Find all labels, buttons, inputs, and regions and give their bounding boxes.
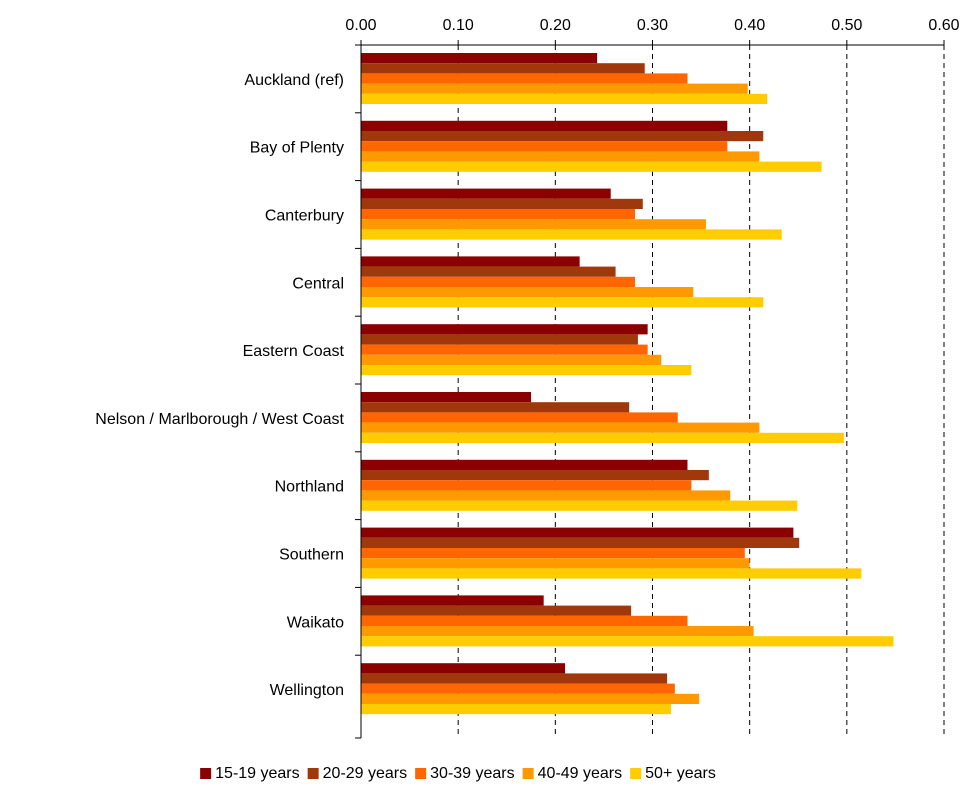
x-tick-label: 0.30 — [637, 17, 668, 34]
category-label: Eastern Coast — [243, 343, 345, 360]
bars — [361, 53, 894, 715]
bar-4-6 — [361, 422, 760, 433]
bar-4-5 — [361, 354, 662, 365]
bar-4-10 — [361, 693, 700, 704]
bar-4-4 — [361, 287, 694, 298]
bar-2-5 — [361, 334, 638, 345]
x-tick-label: 0.00 — [345, 17, 376, 34]
bar-1-1 — [361, 53, 598, 64]
bar-2-1 — [361, 63, 645, 74]
bar-3-9 — [361, 615, 688, 626]
category-label: Nelson / Marlborough / West Coast — [95, 411, 344, 428]
bar-1-2 — [361, 120, 728, 131]
legend-label-4: 40-49 years — [538, 765, 623, 782]
legend-label-3: 30-39 years — [430, 765, 515, 782]
bar-4-1 — [361, 83, 748, 94]
x-tick-label: 0.10 — [443, 17, 474, 34]
bar-5-6 — [361, 432, 844, 443]
bar-2-10 — [361, 673, 668, 684]
bar-5-8 — [361, 568, 862, 579]
bar-5-4 — [361, 297, 764, 308]
x-tick-label: 0.40 — [734, 17, 765, 34]
axes: 0.00 0.10 0.20 0.30 0.40 0.50 0.60 Auckland (re… — [95, 17, 960, 739]
bar-2-4 — [361, 266, 616, 277]
bar-1-8 — [361, 527, 794, 538]
bar-1-7 — [361, 459, 688, 470]
bar-3-3 — [361, 209, 636, 220]
category-label: Canterbury — [265, 208, 344, 225]
x-tick-label: 0.20 — [540, 17, 571, 34]
bar-5-9 — [361, 636, 894, 647]
bar-4-3 — [361, 219, 706, 230]
bar-5-5 — [361, 365, 692, 376]
bar-1-10 — [361, 663, 566, 674]
bar-2-2 — [361, 131, 764, 142]
bar-1-4 — [361, 256, 580, 267]
bar-5-10 — [361, 704, 671, 715]
legend-label-5: 50+ years — [645, 765, 716, 782]
bar-5-2 — [361, 161, 822, 172]
legend-label-1: 15-19 years — [215, 765, 300, 782]
bar-3-10 — [361, 683, 675, 694]
bar-5-7 — [361, 500, 798, 511]
legend-swatch-5 — [630, 768, 642, 779]
legend-swatch-4 — [522, 768, 534, 779]
category-label: Central — [292, 275, 344, 292]
legend: 15-19 years 20-29 years 30-39 years 40-49 y… — [200, 765, 716, 782]
bar-2-8 — [361, 537, 800, 548]
category-label: Auckland (ref) — [244, 72, 344, 89]
bar-1-9 — [361, 595, 544, 606]
bar-1-5 — [361, 324, 648, 335]
bar-2-6 — [361, 402, 630, 413]
legend-swatch-3 — [415, 768, 427, 779]
legend-label-2: 20-29 years — [323, 765, 408, 782]
x-tick-label: 0.50 — [831, 17, 862, 34]
bar-3-2 — [361, 141, 728, 152]
bar-5-3 — [361, 229, 782, 240]
bar-4-9 — [361, 626, 754, 637]
bar-3-6 — [361, 412, 678, 423]
bar-2-9 — [361, 605, 632, 616]
legend-swatch-1 — [200, 768, 212, 779]
category-label: Bay of Plenty — [250, 140, 344, 157]
category-label: Wellington — [270, 682, 344, 699]
bar-3-5 — [361, 344, 648, 355]
bar-3-7 — [361, 480, 692, 491]
x-tick-label: 0.60 — [928, 17, 959, 34]
bar-4-8 — [361, 558, 750, 569]
legend-swatch-2 — [307, 768, 319, 779]
bar-3-4 — [361, 276, 636, 287]
bar-3-8 — [361, 548, 745, 559]
bar-4-2 — [361, 151, 760, 162]
category-label: Northland — [275, 479, 344, 496]
bar-5-1 — [361, 93, 768, 104]
category-label: Southern — [279, 547, 344, 564]
category-label: Waikato — [287, 614, 344, 631]
bar-4-7 — [361, 490, 731, 501]
bar-1-6 — [361, 392, 532, 403]
bar-1-3 — [361, 188, 611, 199]
bar-2-7 — [361, 470, 709, 481]
bar-3-1 — [361, 73, 688, 84]
bar-2-3 — [361, 198, 643, 209]
